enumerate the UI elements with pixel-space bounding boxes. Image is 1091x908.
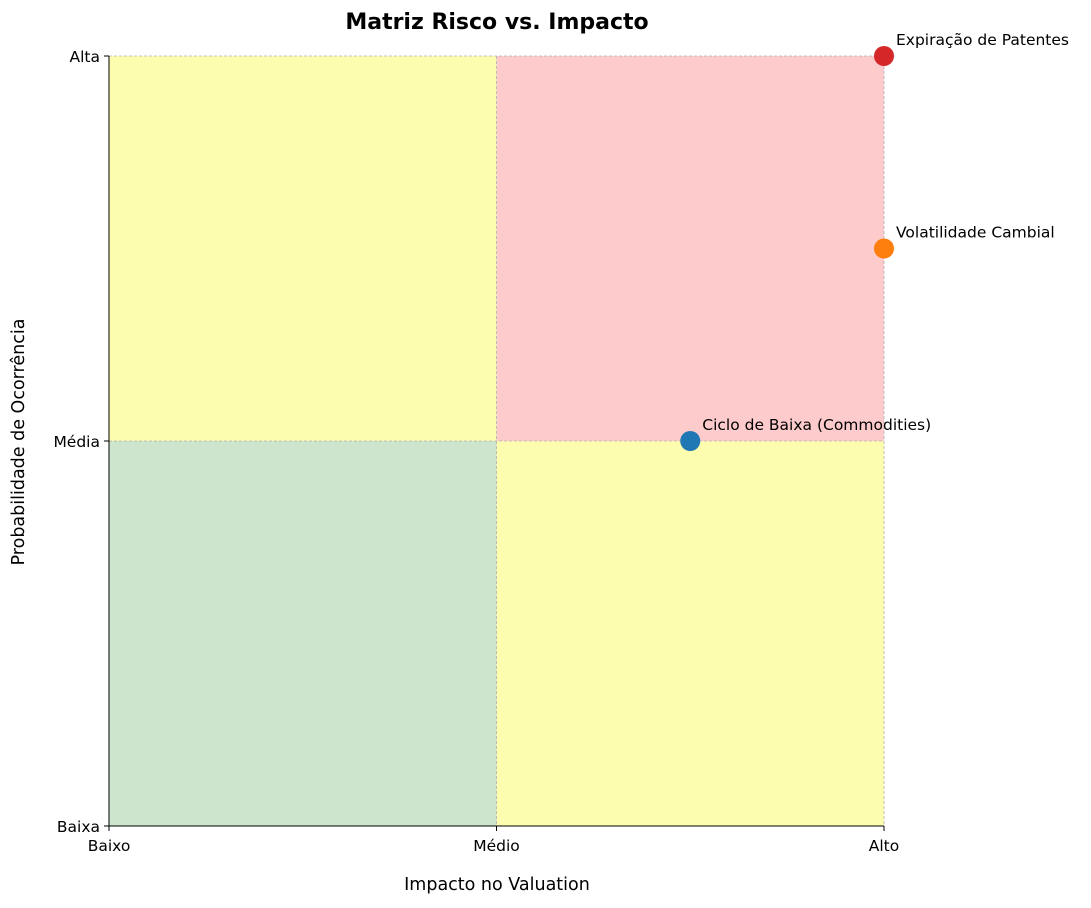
data-point-label-1: Volatilidade Cambial xyxy=(896,224,1055,242)
grid-layer xyxy=(109,55,885,826)
chart-title: Matriz Risco vs. Impacto xyxy=(345,10,648,35)
quadrant-2 xyxy=(109,56,497,441)
data-point-2 xyxy=(874,46,894,66)
data-point-label-2: Expiração de Patentes xyxy=(896,31,1069,49)
data-point-1 xyxy=(874,238,894,259)
y-tick-label-2: Alta xyxy=(70,48,101,66)
y-axis-label: Probabilidade de Ocorrência xyxy=(9,319,29,566)
x-axis-label: Impacto no Valuation xyxy=(404,875,590,895)
point-layer xyxy=(680,46,894,451)
x-tick-label-2: Alto xyxy=(869,837,899,855)
point-label-layer: Ciclo de Baixa (Commodities) Volatilidade… xyxy=(702,31,1069,434)
quadrant-layer xyxy=(109,56,884,826)
x-tick-label-1: Médio xyxy=(473,837,520,855)
y-tick-label-1: Média xyxy=(53,433,100,451)
quadrant-1 xyxy=(496,441,884,826)
y-tick-label-0: Baixa xyxy=(57,818,100,836)
quadrant-3 xyxy=(496,56,884,441)
quadrant-0 xyxy=(109,441,497,826)
tick-layer: Baixo Médio Alto Baixa Média Alta xyxy=(53,48,899,855)
x-tick-label-0: Baixo xyxy=(88,837,131,855)
data-point-label-0: Ciclo de Baixa (Commodities) xyxy=(702,416,931,434)
data-point-0 xyxy=(680,431,701,451)
